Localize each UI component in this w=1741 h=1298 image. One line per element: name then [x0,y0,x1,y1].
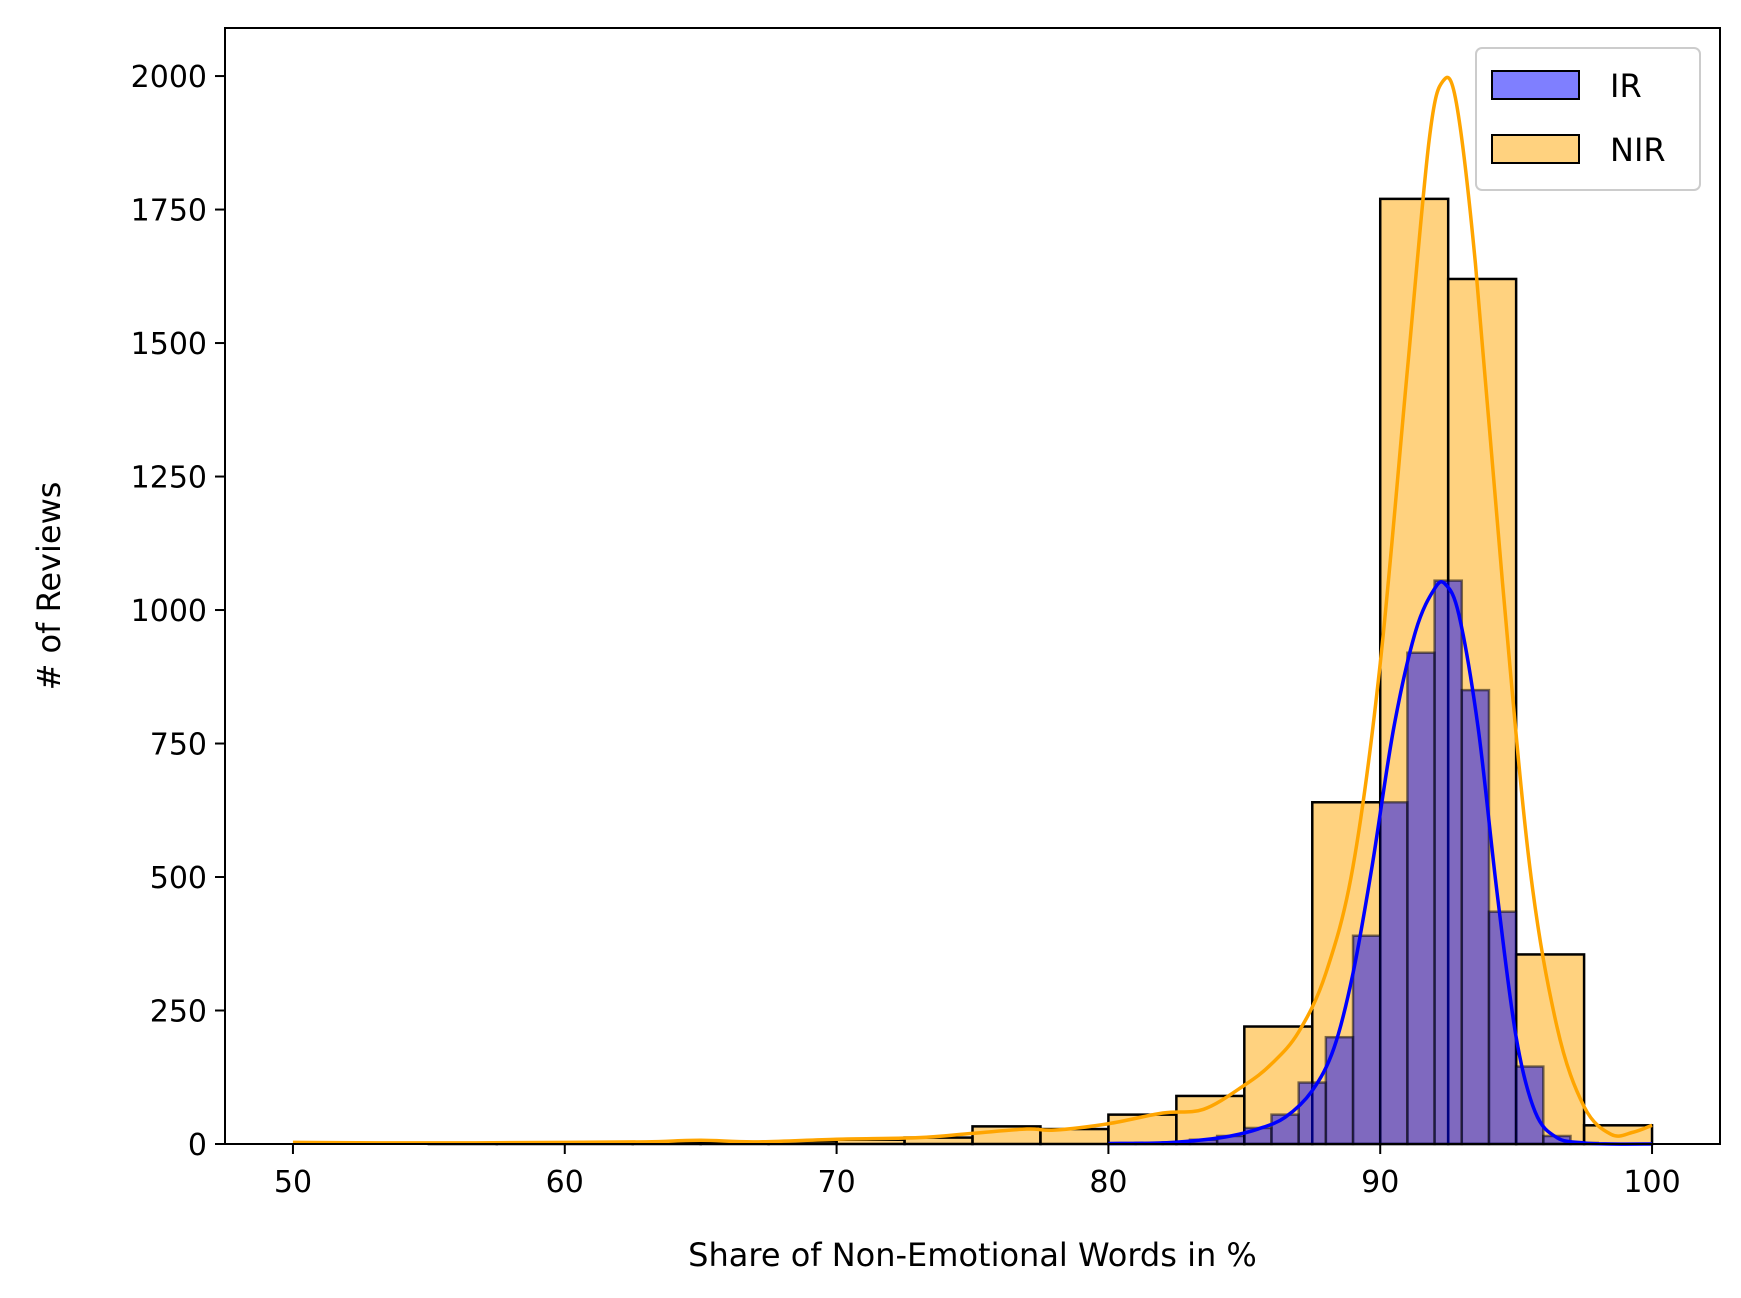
y-tick-label: 0 [188,1128,207,1163]
y-tick-label: 1250 [131,461,207,496]
x-axis-label: Share of Non-Emotional Words in % [688,1236,1257,1274]
ir-bar [1433,579,1464,1146]
ir-bar [1406,651,1436,1146]
x-tick-label: 80 [1089,1165,1127,1200]
x-tick-label: 60 [546,1165,584,1200]
nir-bar [1107,1113,1178,1146]
y-tick-label: 1000 [131,594,207,629]
ir-bar [1351,934,1382,1146]
nir-kde-line [292,75,1653,1145]
kde-curves [292,75,1653,1146]
ir-bar [1460,688,1491,1146]
y-tick-label: 2000 [131,60,207,95]
legend-box [1475,47,1701,191]
y-tick-label: 500 [150,861,207,896]
plot-frame [224,27,1721,1145]
legend-swatch-nir [1491,134,1580,164]
y-axis-label: # of Reviews [30,482,68,691]
y-tick-label: 750 [150,728,207,763]
x-tick-label: 90 [1361,1165,1399,1200]
ir-bar [1514,1065,1545,1146]
legend-swatch-ir [1491,70,1580,100]
legend-label-nir: NIR [1610,131,1666,169]
legend-label-ir: IR [1610,67,1642,105]
ir-kde-line [1108,580,1653,1146]
legend: IR NIR [1475,47,1701,191]
y-axis-ticks: 0 250 500 750 1000 1250 1500 1750 2000 [131,60,225,1163]
x-axis-ticks: 50 60 70 80 90 100 [274,1144,1681,1200]
ir-bar [1378,801,1409,1146]
x-tick-label: 100 [1623,1165,1680,1200]
x-tick-label: 50 [274,1165,312,1200]
x-tick-label: 70 [817,1165,855,1200]
ir-bars [1107,579,1599,1146]
y-tick-label: 250 [150,995,207,1030]
y-tick-label: 1750 [131,194,207,229]
y-tick-label: 1500 [131,327,207,362]
ir-bar [1324,1035,1355,1146]
